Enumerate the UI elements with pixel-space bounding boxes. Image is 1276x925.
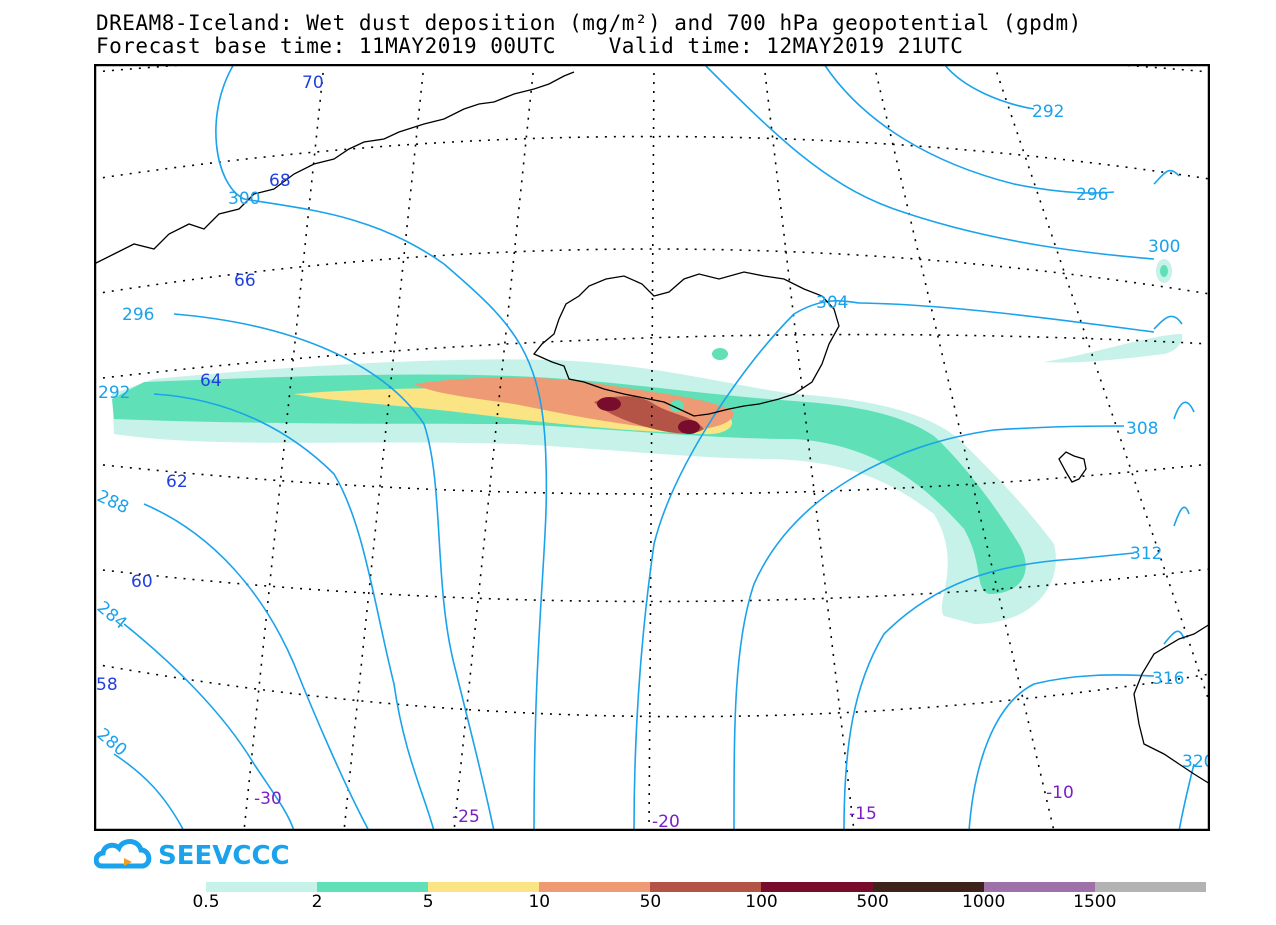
deposition-band-2 (112, 374, 1026, 594)
deposition-band-100-b (678, 420, 700, 434)
legend-swatch-6 (872, 882, 984, 892)
parallel-58 (94, 663, 1210, 718)
dust-deposition-field (112, 259, 1183, 624)
coastline-norway (1133, 623, 1210, 785)
legend-swatch-1 (317, 882, 429, 892)
lat-label-66: 66 (234, 271, 256, 291)
contour-296-east (823, 64, 1115, 194)
map-panel: 70 68 300 66 296 64 292 62 288 60 284 58… (94, 64, 1210, 831)
contour-304 (633, 300, 860, 831)
lat-label-68: 68 (269, 171, 291, 191)
legend-label-8: 1500 (1073, 892, 1117, 912)
geo-label-280: 280 (94, 725, 131, 761)
coastline-iceland (532, 271, 840, 417)
svg-text:SEEVCCC: SEEVCCC (158, 841, 290, 871)
contour-wave-5 (1163, 630, 1185, 645)
geo-label-304: 304 (816, 293, 848, 313)
lat-label-62: 62 (166, 472, 188, 492)
contour-308 (733, 425, 1125, 831)
legend-swatch-0 (206, 882, 318, 892)
lat-label-64: 64 (200, 371, 222, 391)
map-title: DREAM8-Iceland: Wet dust deposition (mg/… (96, 11, 1082, 35)
parallel-68 (94, 135, 1210, 180)
contour-292-west (153, 393, 435, 831)
geo-label-296-west: 296 (122, 305, 154, 325)
deposition-band-100-a (597, 397, 621, 411)
lat-label-60: 60 (131, 572, 153, 592)
contour-288 (143, 503, 370, 831)
lon-label-minus-25: -25 (452, 807, 480, 827)
legend-label-4: 50 (639, 892, 662, 912)
geo-label-308: 308 (1126, 419, 1158, 439)
legend-swatch-8 (1094, 882, 1206, 892)
geo-label-300-east: 300 (1148, 237, 1180, 257)
legend-label-5: 100 (745, 892, 778, 912)
legend-label-2: 5 (422, 892, 434, 912)
contour-wave-2 (1153, 315, 1183, 330)
meridian-west-1 (648, 64, 655, 831)
geopotential-contours (113, 64, 1195, 831)
deposition-spot-a (712, 348, 728, 360)
arrow-icon (124, 858, 132, 866)
geo-label-296-east: 296 (1076, 185, 1108, 205)
contour-292-east (943, 64, 1035, 110)
lon-label-minus-20: -20 (652, 812, 680, 831)
meridian-west-2 (453, 64, 535, 831)
legend-swatch-3 (539, 882, 651, 892)
contour-300-west (215, 64, 548, 831)
deposition-spot-d (1160, 265, 1168, 277)
coastline-faroe (1058, 451, 1087, 483)
contour-wave-1 (1153, 169, 1180, 185)
geo-label-284: 284 (94, 598, 131, 634)
legend-label-0: 0.5 (192, 892, 220, 912)
graticule (94, 64, 1210, 831)
contour-284 (123, 623, 295, 831)
parallel-64 (94, 333, 1210, 380)
coastline-greenland (94, 71, 575, 265)
lat-label-58: 58 (96, 675, 118, 695)
geo-label-292-east: 292 (1032, 102, 1064, 122)
contour-296-west (173, 313, 495, 831)
legend-swatch-4 (650, 882, 762, 892)
legend-colorbar (206, 882, 1206, 892)
geo-label-288: 288 (94, 486, 132, 518)
legend-swatch-5 (761, 882, 873, 892)
contour-wave-3 (1173, 401, 1195, 420)
contour-300-east (703, 64, 1155, 260)
map-frame (94, 64, 1210, 831)
legend-swatch-7 (983, 882, 1095, 892)
geo-label-300-west: 300 (228, 189, 260, 209)
legend-label-7: 1000 (962, 892, 1006, 912)
coastlines (94, 71, 1210, 785)
geo-label-292-west: 292 (98, 383, 130, 403)
contour-316 (968, 674, 1155, 831)
geo-label-320: 320 (1182, 752, 1210, 772)
deposition-band-50 (594, 396, 704, 434)
deposition-band-0-5-east (1044, 334, 1183, 363)
seevccc-logo: SEEVCCC (94, 839, 290, 871)
contour-wave-4 (1173, 506, 1190, 527)
contour-320 (1178, 763, 1195, 831)
contour-312 (843, 552, 1135, 831)
geo-label-312: 312 (1130, 544, 1162, 564)
parallel-60 (94, 568, 1210, 603)
lat-label-70: 70 (302, 73, 324, 93)
lon-label-minus-10: -10 (1046, 783, 1074, 803)
contour-280 (113, 753, 185, 831)
cloud-icon (94, 839, 152, 869)
legend-label-6: 500 (856, 892, 889, 912)
legend-swatch-2 (428, 882, 540, 892)
map-subtitle-times: Forecast base time: 11MAY2019 00UTC Vali… (96, 34, 964, 58)
legend-label-3: 10 (528, 892, 551, 912)
lon-label-minus-15: -15 (849, 804, 877, 824)
geo-label-316: 316 (1152, 669, 1184, 689)
meridian-west-3 (343, 64, 425, 831)
parallel-66 (94, 248, 1210, 295)
lon-label-minus-30: -30 (254, 789, 282, 809)
contour-304-east (858, 302, 1155, 333)
legend-label-1: 2 (311, 892, 323, 912)
